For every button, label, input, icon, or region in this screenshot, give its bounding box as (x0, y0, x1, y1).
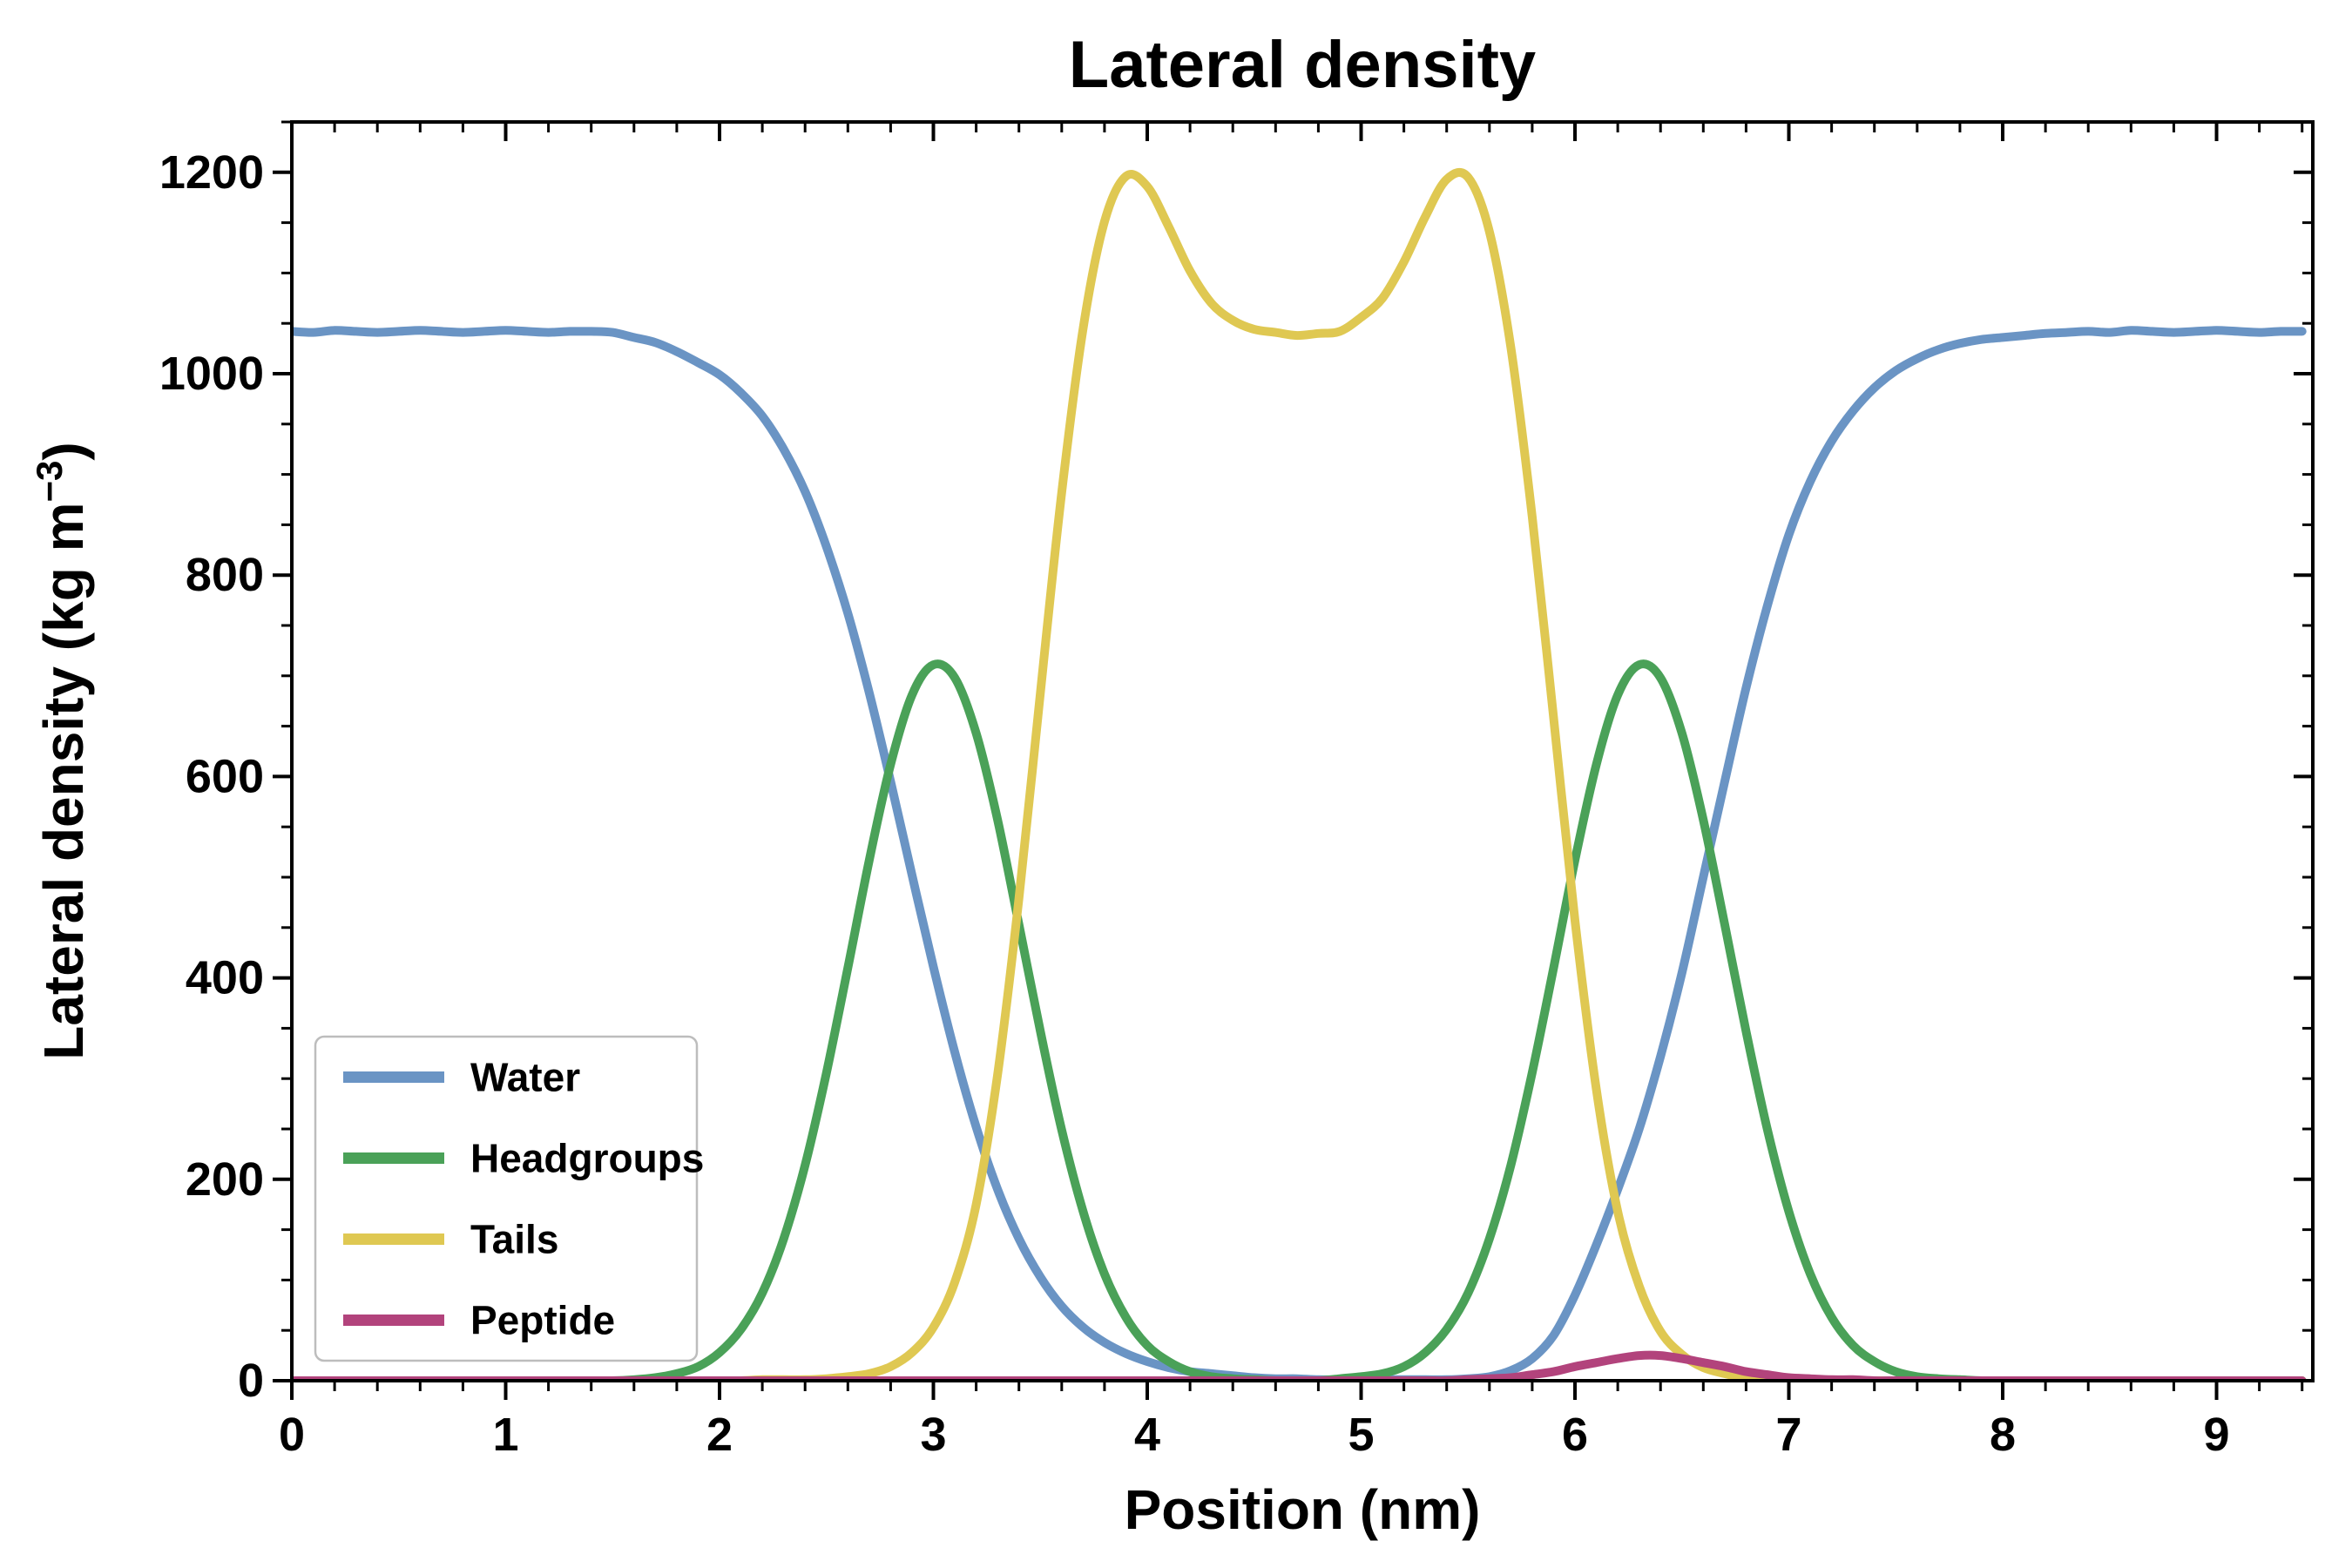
y-tick-label: 1200 (159, 146, 264, 199)
x-tick-label: 1 (492, 1409, 518, 1461)
x-tick-label: 8 (1990, 1409, 2016, 1461)
legend: Water Headgroups Tails Peptide (314, 1035, 704, 1362)
x-tick-label: 5 (1348, 1409, 1374, 1461)
x-tick-label: 0 (279, 1409, 305, 1461)
y-tick-label: 200 (186, 1153, 264, 1206)
series-line-tails (292, 167, 2307, 1381)
axes-layer: 0 1 2 3 4 5 6 7 8 9 0 200 400 600 800 1000 1200 (159, 120, 2315, 1461)
y-axis-label: Lateral density (kg m−3) (29, 442, 95, 1059)
x-tick-label: 7 (1775, 1409, 1801, 1461)
legend-label-water: Water (470, 1055, 580, 1100)
y-tick-label: 0 (238, 1355, 264, 1407)
legend-label-peptide: Peptide (470, 1298, 615, 1343)
x-tick-label: 9 (2204, 1409, 2230, 1461)
series-layer (292, 167, 2307, 1381)
x-tick-label: 6 (1562, 1409, 1588, 1461)
x-tick-label: 4 (1134, 1409, 1160, 1461)
x-tick-label: 3 (920, 1409, 946, 1461)
chart-title: Lateral density (1069, 28, 1536, 102)
legend-box (314, 1035, 699, 1362)
y-tick-label: 400 (186, 952, 264, 1004)
legend-label-tails: Tails (470, 1217, 558, 1262)
plot-border (290, 120, 2315, 1382)
y-tick-label: 600 (186, 750, 264, 802)
legend-label-headgroups: Headgroups (470, 1136, 704, 1181)
y-tick-label: 800 (186, 549, 264, 601)
y-tick-label: 1000 (159, 348, 264, 400)
x-axis-label: Position (nm) (1125, 1478, 1481, 1541)
x-tick-label: 2 (706, 1409, 733, 1461)
